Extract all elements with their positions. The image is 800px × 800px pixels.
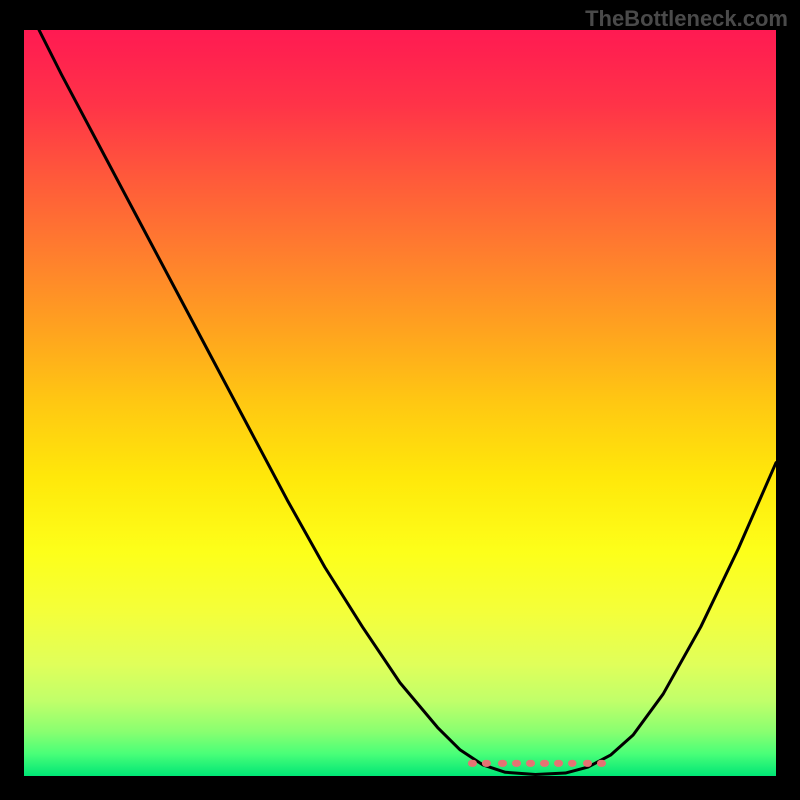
watermark-text: TheBottleneck.com [585,6,788,32]
bottleneck-chart [24,30,776,776]
gradient-background [24,30,776,776]
chart-svg [24,30,776,776]
